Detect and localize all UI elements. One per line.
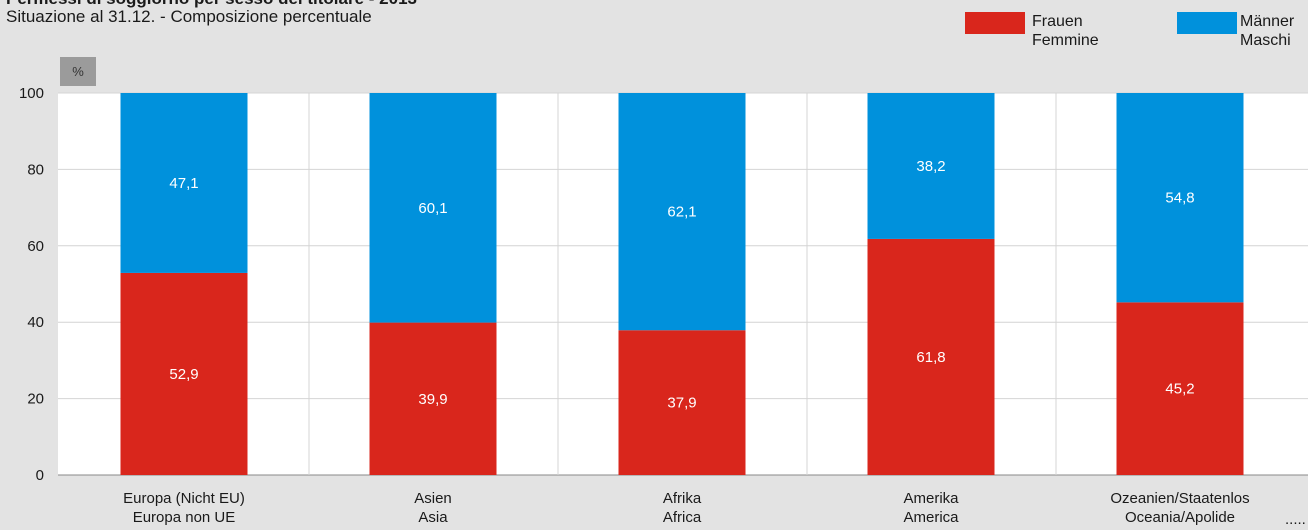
- x-category-label: Europa non UE: [133, 509, 236, 526]
- legend-swatch: [965, 12, 1025, 34]
- bar-segment-male: [369, 93, 497, 323]
- bar-segment-female: [867, 238, 995, 475]
- footnote-dots: .....: [1285, 511, 1306, 528]
- y-tick-label: 80: [27, 161, 44, 178]
- data-label: 60,1: [418, 200, 447, 217]
- legend-swatch: [1177, 12, 1237, 34]
- data-label: 61,8: [916, 349, 945, 366]
- legend-label: Männer: [1240, 13, 1295, 30]
- legend-label: Femmine: [1032, 32, 1099, 49]
- data-label: 52,9: [169, 366, 198, 383]
- data-label: 37,9: [667, 395, 696, 412]
- bar-segment-female: [369, 322, 497, 475]
- x-axis-categories: Europa (Nicht EU) Europa non UE Asien Asia A…: [123, 490, 1249, 526]
- data-label: 54,8: [1165, 190, 1194, 207]
- data-label: 62,1: [667, 204, 696, 221]
- y-axis-ticks: 0 20 40 60 80 100: [19, 85, 44, 484]
- unit-badge: [60, 57, 96, 86]
- bar-segment-female: [120, 272, 248, 475]
- y-tick-label: 0: [36, 467, 44, 484]
- data-label: 47,1: [169, 175, 198, 192]
- x-category-label: America: [903, 509, 959, 526]
- x-category-label: Asia: [418, 509, 448, 526]
- x-category-label: Ozeanien/Staatenlos: [1110, 490, 1249, 507]
- y-tick-label: 60: [27, 238, 44, 255]
- bars: 52,9 47,1 39,9 60,1 37,9 62,1 61,8 38,2 45,2 54,8: [120, 93, 1244, 475]
- chart-title: Permessi di soggiorno per sesso del tito…: [6, 0, 417, 8]
- y-tick-label: 20: [27, 391, 44, 408]
- x-category-label: Asien: [414, 490, 452, 507]
- bar-segment-female: [618, 330, 746, 475]
- data-label: 39,9: [418, 391, 447, 408]
- bar-segment-male: [867, 93, 995, 239]
- y-tick-label: 100: [19, 85, 44, 102]
- bar-segment-male: [1116, 93, 1244, 303]
- x-category-label: Africa: [663, 509, 702, 526]
- bar-segment-female: [1116, 302, 1244, 475]
- x-category-label: Europa (Nicht EU): [123, 490, 245, 507]
- bar-segment-male: [618, 93, 746, 331]
- legend-label: Frauen: [1032, 13, 1083, 30]
- data-label: 38,2: [916, 158, 945, 175]
- y-tick-label: 40: [27, 314, 44, 331]
- legend: Frauen Femmine Männer Maschi: [965, 12, 1295, 49]
- data-label: 45,2: [1165, 381, 1194, 398]
- legend-label: Maschi: [1240, 32, 1291, 49]
- x-category-label: Amerika: [903, 490, 959, 507]
- chart-subtitle: Situazione al 31.12. - Composizione perc…: [6, 7, 372, 26]
- x-category-label: Oceania/Apolide: [1125, 509, 1235, 526]
- x-category-label: Afrika: [663, 490, 702, 507]
- unit-label: %: [72, 64, 84, 79]
- bar-segment-male: [120, 93, 248, 273]
